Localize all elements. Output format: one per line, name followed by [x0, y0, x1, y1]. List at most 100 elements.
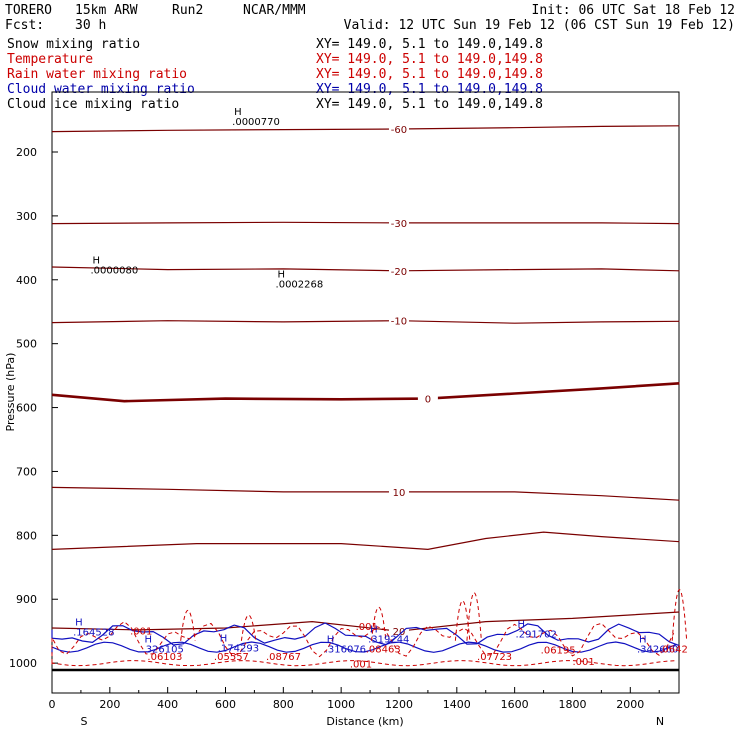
max-marker-h: H: [220, 634, 228, 645]
rain-water-plume: [466, 592, 482, 641]
temperature-contour-line: [51, 531, 680, 551]
max-value-label: .0000770: [232, 117, 280, 128]
x-axis-label: Distance (km): [326, 715, 403, 728]
x-tick-label: 1200: [385, 698, 413, 711]
rain-value-label: .001: [572, 657, 594, 668]
legend-xy-range: XY= 149.0, 5.1 to 149.0,149.8: [316, 97, 543, 112]
max-marker-h: H: [639, 634, 647, 645]
x-tick-label: 1800: [558, 698, 586, 711]
y-tick-label: 800: [16, 529, 37, 542]
contour-label-mask: [388, 122, 409, 135]
temperature-contour-line: [51, 611, 680, 632]
y-tick-label: 400: [16, 274, 37, 287]
max-value-label: .316076: [325, 644, 366, 655]
plot-frame: [51, 91, 680, 694]
hydrometeor-contours: [51, 589, 688, 667]
max-marker-h: H: [278, 269, 286, 280]
contour-label-mask: [417, 392, 438, 405]
contour-label-mask: [388, 314, 409, 327]
max-marker-h: H: [92, 255, 100, 266]
south-end-label: S: [81, 715, 88, 728]
y-tick-label: 500: [16, 338, 37, 351]
temperature-contour-line: [51, 382, 680, 403]
rain-value-label: .08767: [266, 652, 301, 663]
forecast-hour: 30 h: [75, 18, 106, 33]
rain-water-contour: [51, 621, 675, 664]
model-resolution: 15km ARW: [75, 3, 138, 18]
legend-xy-range: XY= 149.0, 5.1 to 149.0,149.8: [316, 82, 543, 97]
rain-value-label: .07723: [477, 652, 512, 663]
contour-label-mask: [388, 264, 409, 277]
max-value-label: .0000080: [90, 265, 138, 276]
max-marker-h: H: [327, 634, 335, 645]
x-tick-label: 0: [49, 698, 56, 711]
temperature-contour-label: 10: [393, 488, 406, 499]
max-value-label: .174293: [218, 644, 259, 655]
run-name: Run2: [172, 3, 203, 18]
max-marker-h: H: [145, 634, 153, 645]
temperature-contour-label: -20: [391, 267, 407, 278]
rain-value-label: .05557: [214, 652, 249, 663]
y-tick-label: 700: [16, 465, 37, 478]
max-marker-h: H: [370, 625, 378, 636]
temperature-contour-label: 20: [393, 627, 406, 638]
rain-value-label: .001: [356, 622, 378, 633]
rain-water-plume: [371, 606, 387, 641]
rain-value-label: .001: [350, 660, 372, 671]
rain-water-plume: [671, 589, 688, 641]
header: TORERO 15km ARW Run2 NCAR/MMM Init: 06 U…: [5, 3, 735, 33]
model-name: TORERO: [5, 3, 52, 18]
legend-field-name: Rain water mixing ratio: [7, 67, 187, 82]
x-tick-label: 1400: [443, 698, 471, 711]
legend-xy-range: XY= 149.0, 5.1 to 149.0,149.8: [316, 67, 543, 82]
valid-time: Valid: 12 UTC Sun 19 Feb 12 (06 CST Sun …: [344, 18, 735, 33]
rain-water-plume: [454, 600, 471, 641]
contour-label-mask: [388, 485, 409, 498]
y-tick-label: 1000: [9, 657, 37, 670]
legend-field-name: Snow mixing ratio: [7, 37, 140, 52]
rain-value-label: .06103: [147, 652, 182, 663]
legend-xy-range: XY= 149.0, 5.1 to 149.0,149.8: [316, 37, 543, 52]
temperature-contour-line: [51, 221, 680, 225]
max-value-label: .164528: [73, 628, 114, 639]
rain-value-label: .0642: [659, 644, 688, 655]
north-end-label: N: [656, 715, 664, 728]
x-tick-label: 600: [215, 698, 236, 711]
legend-field-name: Temperature: [7, 52, 93, 67]
y-tick-label: 600: [16, 402, 37, 415]
rain-value-label: .08463: [366, 644, 401, 655]
init-time: Init: 06 UTC Sat 18 Feb 12: [532, 3, 736, 18]
rain-water-plume: [180, 609, 196, 641]
y-tick-label: 300: [16, 210, 37, 223]
field-legend: Snow mixing ratio XY= 149.0, 5.1 to 149.0…: [7, 37, 543, 112]
max-value-label: .319244: [368, 635, 409, 646]
contour-label-mask: [388, 625, 409, 638]
rain-water-plume: [240, 615, 257, 641]
max-value-label: .0002268: [276, 279, 324, 290]
y-tick-label: 200: [16, 146, 37, 159]
max-value-label: .291702: [516, 630, 557, 641]
x-tick-label: 2000: [616, 698, 644, 711]
temperature-contours: -60 -30 -20 -10 0 10 20: [51, 122, 680, 638]
y-axis-label: Pressure (hPa): [4, 353, 17, 432]
cloud-water-contour: [51, 641, 677, 654]
temperature-contour-line: [51, 486, 680, 501]
axes: 0 200 400 600 800 1000 1200 1400 1600 1800 2000200…: [9, 146, 660, 711]
temperature-contour-label: -10: [391, 317, 407, 328]
x-tick-label: 1000: [327, 698, 355, 711]
temperature-contour-label: -60: [391, 125, 407, 136]
x-tick-label: 200: [99, 698, 120, 711]
contour-label-mask: [388, 216, 409, 229]
temperature-contour-line: [51, 320, 680, 324]
rain-value-label: .06195: [541, 646, 576, 657]
cloud-water-contour: [51, 622, 680, 647]
temperature-contour-line: [51, 125, 680, 133]
temperature-contour-label: 0: [425, 395, 431, 406]
legend-field-name: Cloud water mixing ratio: [7, 82, 195, 97]
y-tick-label: 900: [16, 593, 37, 606]
forecast-label: Fcst:: [5, 18, 44, 33]
max-value-label: .326105: [143, 644, 184, 655]
x-tick-label: 800: [273, 698, 294, 711]
